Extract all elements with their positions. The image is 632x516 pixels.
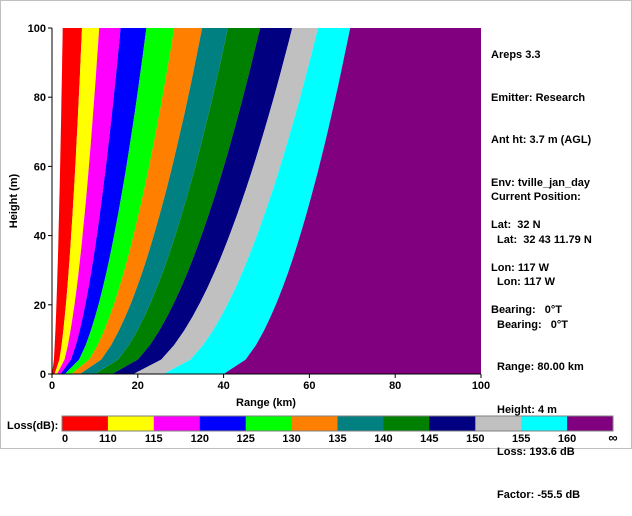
legend-label: 125	[237, 433, 255, 445]
loss-band-0	[52, 28, 82, 374]
current-factor: Factor: -55.5 dB	[497, 488, 581, 501]
legend-label: 160	[558, 433, 576, 445]
loss-band-7	[94, 28, 261, 374]
plot-area	[52, 28, 481, 374]
legend-swatch-8	[429, 416, 476, 431]
legend-swatch-6	[337, 416, 384, 431]
legend-swatch-1	[107, 416, 155, 431]
legend-swatch-5	[291, 416, 338, 431]
x-axis-label: Range (km)	[236, 397, 296, 409]
x-tick-label: 80	[389, 380, 401, 392]
x-tick-label: 0	[49, 380, 55, 392]
loss-band-8	[112, 28, 293, 374]
x-tick-label: 100	[472, 380, 490, 392]
current-position-heading: Current Position:	[491, 191, 581, 203]
app-name: Areps 3.3	[491, 49, 541, 61]
loss-chart: 0 20 40 60 80 100 0 20 40 60 80 100 Range (km) Heig…	[0, 0, 632, 449]
legend-swatch-10	[521, 416, 568, 431]
legend-label: 135	[328, 433, 346, 445]
legend-swatch-11	[567, 416, 614, 431]
current-height: Height: 4 m	[497, 403, 557, 416]
y-tick-label: 0	[40, 369, 46, 381]
environment: Env: tville_jan_day	[491, 176, 591, 189]
info-panel: Areps 3.3 Emitter: Research Ant ht: 3.7 …	[491, 20, 591, 332]
legend-swatch-9	[475, 416, 522, 431]
loss-band-10	[163, 28, 351, 374]
longitude: Lon: 117 W	[491, 261, 550, 274]
legend-label: 145	[420, 433, 438, 445]
current-loss: Loss: 193.6 dB	[497, 446, 575, 458]
antenna-height: Ant ht: 3.7 m (AGL)	[491, 134, 592, 146]
plot-axes: 0 20 40 60 80 100 0 20 40 60 80 100	[28, 23, 491, 392]
x-tick-label: 20	[132, 380, 144, 392]
legend-label: 155	[512, 433, 530, 445]
legend-frame	[61, 415, 614, 432]
loss-band-1	[54, 28, 100, 374]
current-position-panel: Current Position: Lat: 32 43 11.79 N Lon…	[491, 162, 592, 516]
loss-band-11	[223, 28, 481, 374]
legend-label: 140	[374, 433, 392, 445]
current-range: Range: 80.00 km	[497, 361, 584, 373]
loss-band-5	[71, 28, 203, 374]
legend-swatch-3	[199, 416, 247, 431]
legend-label: 115	[145, 433, 163, 445]
legend-swatch-7	[383, 416, 430, 431]
legend-label: 130	[282, 433, 300, 445]
loss-band-4	[64, 28, 175, 374]
x-tick-label: 60	[303, 380, 315, 392]
legend-label: 110	[99, 433, 117, 445]
current-lat: Lat: 32 43 11.79 N	[497, 233, 592, 246]
legend-swatch-2	[153, 416, 201, 431]
y-tick-label: 40	[34, 231, 46, 243]
current-bearing: Bearing: 0°T	[497, 318, 569, 331]
legend-label: ∞	[608, 430, 617, 445]
loss-band-6	[79, 28, 228, 374]
loss-band-3	[60, 28, 147, 374]
y-tick-label: 20	[34, 300, 46, 312]
legend-label: 120	[191, 433, 209, 445]
legend: Loss(dB): 0 110 115 120 125 130 135 140 145 150 15…	[7, 415, 618, 445]
y-tick-label: 80	[34, 92, 46, 104]
y-axis-label: Height (m)	[8, 173, 20, 228]
legend-swatch-4	[245, 416, 293, 431]
legend-label: 150	[466, 433, 484, 445]
x-tick-label: 40	[217, 380, 229, 392]
y-tick-label: 100	[28, 23, 46, 35]
bearing: Bearing: 0°T	[491, 304, 563, 316]
legend-swatch-0	[62, 416, 109, 431]
legend-label: 0	[62, 433, 68, 445]
emitter-label: Emitter: Research	[491, 91, 586, 104]
latitude: Lat: 32 N	[491, 219, 541, 231]
y-tick-label: 60	[34, 161, 46, 173]
legend-title: Loss(dB):	[7, 420, 58, 432]
loss-band-9	[133, 28, 318, 374]
current-lon: Lon: 117 W	[497, 276, 556, 288]
loss-band-2	[57, 28, 121, 374]
